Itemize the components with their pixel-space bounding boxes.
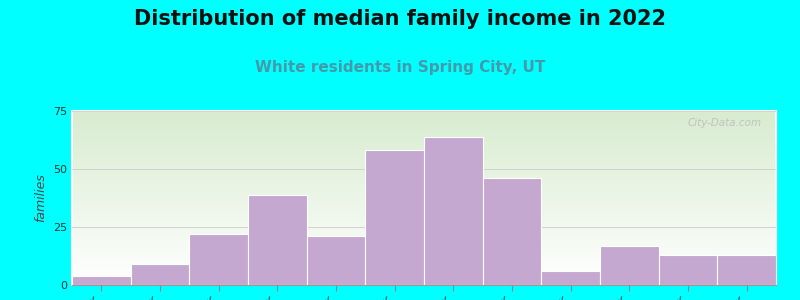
Bar <box>248 194 306 285</box>
Bar <box>718 255 776 285</box>
Bar <box>130 264 190 285</box>
Bar <box>72 276 130 285</box>
Bar <box>542 271 600 285</box>
Bar <box>482 178 542 285</box>
Text: Distribution of median family income in 2022: Distribution of median family income in … <box>134 9 666 29</box>
Bar <box>658 255 718 285</box>
Bar <box>424 136 482 285</box>
Bar <box>600 246 658 285</box>
Bar <box>190 234 248 285</box>
Bar <box>366 150 424 285</box>
Bar <box>306 236 366 285</box>
Text: City-Data.com: City-Data.com <box>688 118 762 128</box>
Y-axis label: families: families <box>34 174 47 222</box>
Text: White residents in Spring City, UT: White residents in Spring City, UT <box>255 60 545 75</box>
